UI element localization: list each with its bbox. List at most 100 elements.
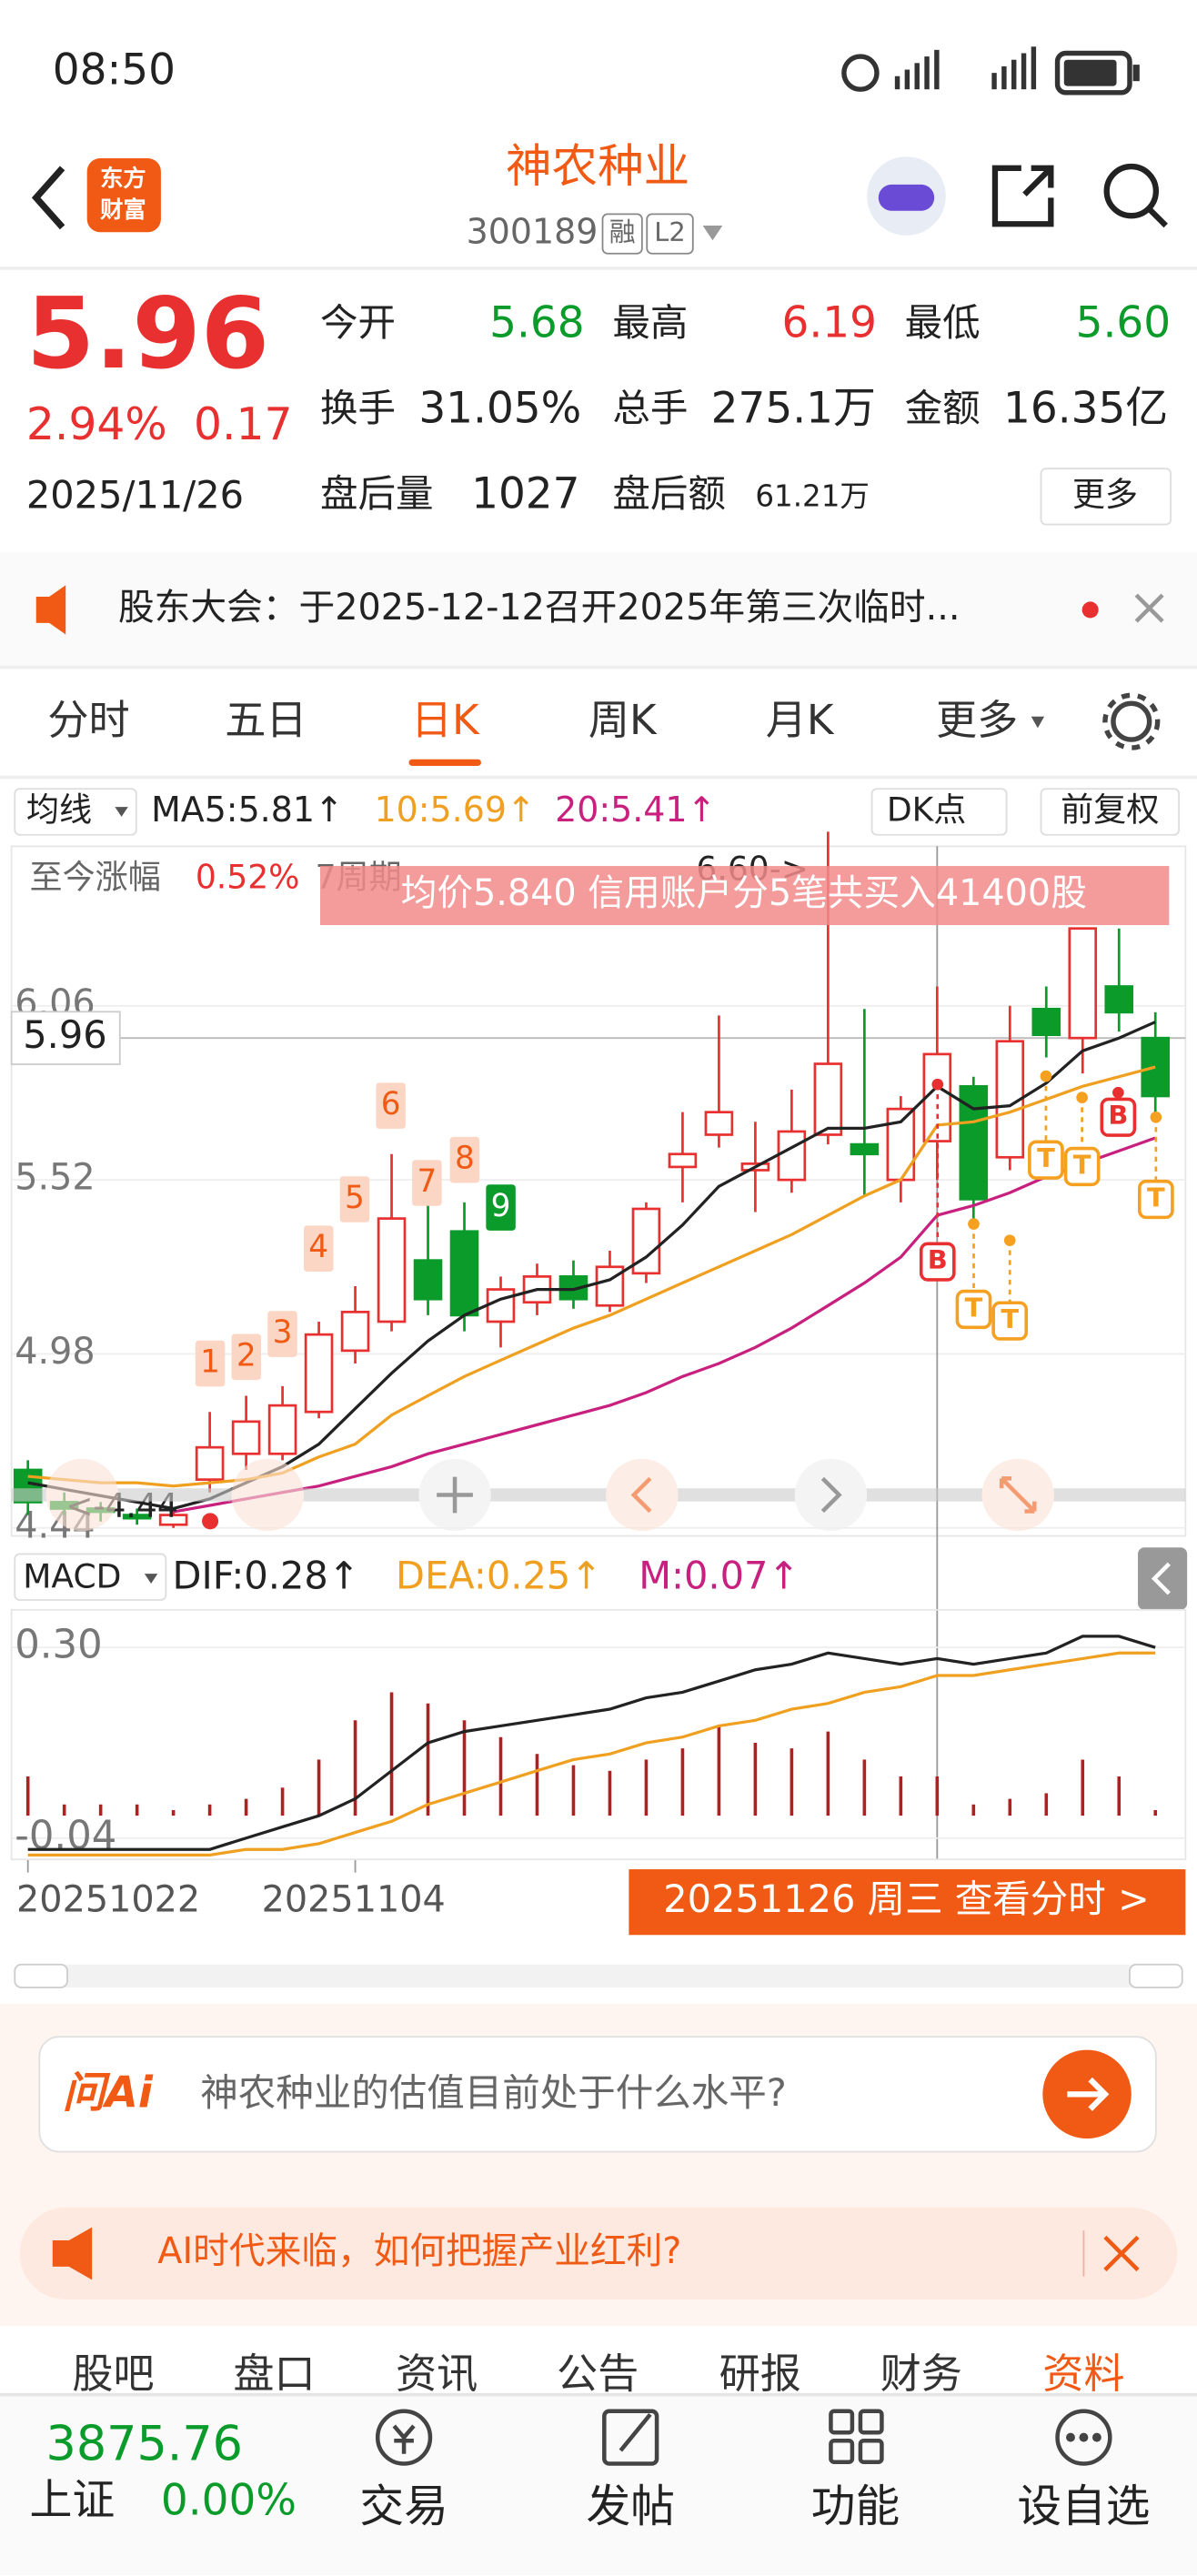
ai-input[interactable] (38, 2036, 1157, 2153)
collapse-button[interactable] (1138, 1547, 1188, 1610)
tab[interactable]: 周K (588, 696, 658, 744)
candle-body (1068, 927, 1098, 1040)
trade-box (1138, 1179, 1174, 1220)
y-tick-label: 0.30 (15, 1623, 102, 1668)
notice-bar[interactable] (0, 552, 1197, 668)
ai-logo: 问Ai (63, 2068, 154, 2118)
trade-label: B (1108, 1100, 1128, 1131)
tab[interactable]: 五日 (225, 696, 307, 744)
macd-name: MACD (23, 1557, 121, 1596)
ma-button-text: 均线 (26, 790, 92, 829)
candle-body (813, 1062, 843, 1136)
nav-item[interactable]: 发帖 (586, 2481, 674, 2532)
tab[interactable]: 月K (766, 696, 835, 744)
scroll-left[interactable] (606, 1458, 679, 1532)
bottom-tab[interactable]: 财务 (880, 2350, 962, 2398)
promo-bar[interactable] (19, 2207, 1178, 2300)
banner-bg (320, 866, 1170, 926)
close-notice[interactable] (1134, 593, 1164, 623)
robot-eyes (878, 184, 935, 211)
signal-label: 5 (345, 1180, 365, 1216)
nav-item[interactable]: 交易 (359, 2481, 448, 2532)
field-value: 31.05% (418, 384, 581, 434)
scroll-handle[interactable] (14, 1963, 68, 1988)
trade-dot (1003, 1234, 1016, 1246)
search-button[interactable] (1103, 163, 1160, 219)
bottom-tab[interactable]: 资料 (1042, 2350, 1124, 2398)
trade-box (1100, 1097, 1137, 1137)
field-label: 最低 (905, 300, 981, 345)
field-label: 总手 (612, 386, 688, 430)
back-button[interactable] (31, 166, 65, 230)
candle-body (340, 1311, 370, 1353)
legend-entry: 20:5.41↑ (555, 790, 716, 830)
trade-label: T (1001, 1303, 1019, 1334)
candle-body (1104, 985, 1134, 1014)
dk-text: DK点 (887, 790, 967, 829)
field-label: 最高 (612, 300, 688, 345)
signal-box (195, 1340, 226, 1387)
trade-dot (931, 1078, 944, 1091)
more-button[interactable] (1040, 468, 1172, 526)
date-button[interactable] (629, 1869, 1186, 1936)
stock-code: 300189 (467, 212, 598, 252)
bottom-tab[interactable]: 公告 (557, 2350, 639, 2398)
scroll-right[interactable] (794, 1458, 868, 1532)
trade-label: T (1073, 1149, 1091, 1180)
y-tick-label: 5.52 (15, 1157, 95, 1199)
bottom-tab[interactable]: 资讯 (396, 2350, 478, 2398)
tab-indicator (408, 759, 481, 766)
candle-body (704, 1111, 734, 1136)
clock: 08:50 (53, 45, 176, 96)
dk-button[interactable] (870, 788, 1008, 836)
candle-body (595, 1265, 625, 1307)
logo-text: 东方 (100, 165, 146, 191)
signal-box (267, 1311, 297, 1357)
bottom-tab[interactable]: 研报 (719, 2350, 801, 2398)
tab[interactable]: 更多 (936, 696, 1018, 744)
nav: 交易 发帖 功能 设自选 (359, 2481, 1150, 2532)
tab[interactable]: 分时 (47, 696, 129, 744)
scrollbar[interactable] (15, 1964, 1182, 1988)
legend-entry: MA5:5.81↑ (151, 790, 344, 830)
status-icons (841, 46, 1140, 96)
low-dot (202, 1513, 219, 1530)
tab[interactable]: 日K (411, 696, 480, 744)
more-text: 更多 (1072, 475, 1138, 514)
adjust-button[interactable] (1040, 788, 1181, 836)
share-button[interactable] (991, 165, 1054, 227)
trade-box (955, 1289, 992, 1330)
macd-button[interactable] (14, 1553, 167, 1601)
dropdown-arrow[interactable] (702, 226, 723, 241)
signal-label: 8 (455, 1141, 475, 1177)
tag-text: 融 (609, 216, 636, 247)
close-promo[interactable] (1103, 2235, 1140, 2272)
x-tick-label: 20251104 (262, 1879, 446, 1921)
scroll-handle[interactable] (1129, 1963, 1183, 1988)
field-label: 金额 (905, 386, 981, 430)
nav-item[interactable]: 功能 (811, 2481, 900, 2532)
signal-box (339, 1176, 370, 1223)
ma-button[interactable] (14, 788, 137, 836)
tabs: 分时 五日 日K 周K 月K 更多 (47, 696, 1045, 766)
logo-text: 财富 (100, 196, 146, 223)
unread-dot (1081, 601, 1099, 619)
bottom-tab[interactable]: 股吧 (72, 2350, 154, 2398)
nav-item[interactable]: 设自选 (1017, 2481, 1150, 2532)
candle-body (1141, 1036, 1171, 1098)
dropdown-arrow (144, 1574, 158, 1584)
signal-box (231, 1333, 262, 1381)
date: 2025/11/26 (26, 473, 244, 518)
legend-entry: M:0.07↑ (639, 1554, 800, 1598)
tag (646, 213, 694, 255)
settings-teeth (1102, 692, 1161, 750)
promo-text: AI时代来临，如何把握产业红利? (157, 2230, 681, 2272)
settings-button[interactable] (1111, 700, 1152, 742)
field-label: 今开 (320, 300, 396, 345)
bottom-tab[interactable]: 盘口 (233, 2350, 315, 2398)
field-label: 盘后额 (612, 471, 726, 516)
banner-text: 均价5.840 信用账户分5笔共买入41400股 (401, 872, 1087, 914)
legend-entry: 10:5.69↑ (375, 790, 536, 830)
